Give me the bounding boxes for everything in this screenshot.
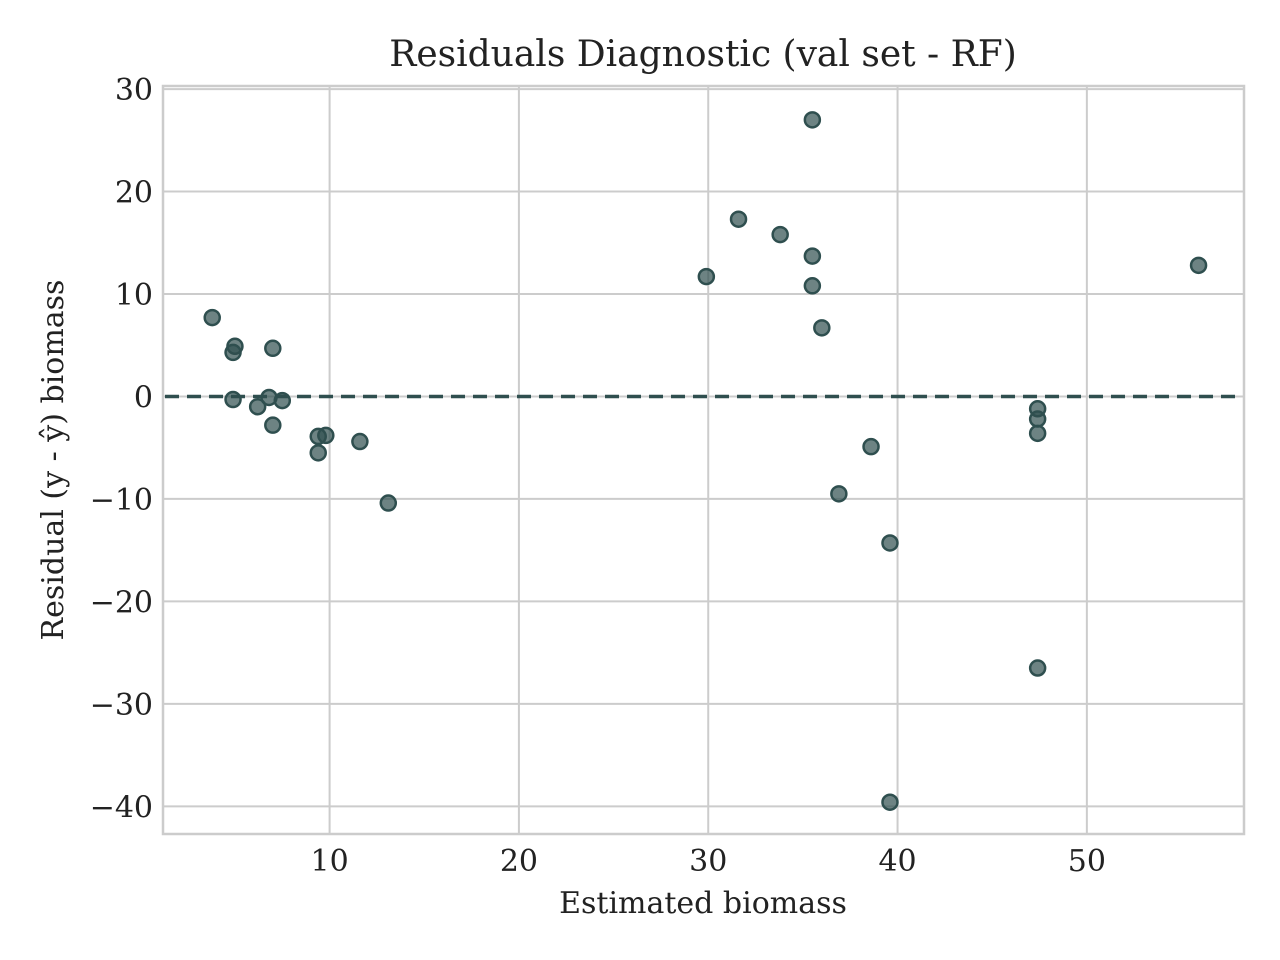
plot-frame [161, 84, 1246, 836]
data-point [830, 485, 848, 503]
y-tick-label: 20 [115, 176, 153, 211]
data-point [881, 534, 899, 552]
y-tick-label: 0 [134, 380, 153, 415]
x-tick-label: 40 [878, 844, 916, 879]
data-point [803, 111, 822, 129]
y-tick-label: −10 [90, 483, 153, 518]
data-point [317, 426, 335, 445]
x-tick-label: 30 [689, 844, 727, 879]
y-tick-label: −30 [90, 688, 153, 723]
y-axis-ticks: 30 20 10 0 −10 −20 −30 −40 [90, 73, 153, 825]
data-point [771, 225, 789, 244]
data-point [273, 391, 292, 410]
y-tick-label: −40 [90, 790, 153, 825]
y-tick-label: −20 [90, 585, 153, 620]
y-axis-label: Residual (y - ŷ) biomass [36, 280, 71, 641]
data-point [862, 437, 880, 456]
data-point [203, 308, 221, 327]
data-point [697, 267, 716, 286]
data-point [813, 319, 831, 337]
chart-title: Residuals Diagnostic (val set - RF) [389, 34, 1017, 75]
x-tick-label: 10 [311, 844, 349, 879]
data-point [224, 343, 242, 362]
data-point [1028, 410, 1047, 428]
data-point [1028, 659, 1047, 677]
data-point [881, 793, 899, 811]
x-axis-ticks: 10 20 30 40 50 [311, 844, 1106, 879]
data-point [729, 210, 748, 228]
data-point [264, 416, 282, 434]
data-point [379, 494, 398, 512]
data-point [1189, 256, 1208, 275]
data-point [803, 247, 822, 265]
data-point [351, 432, 369, 451]
data-point [1028, 424, 1047, 443]
y-tick-label: 30 [115, 73, 153, 108]
x-tick-label: 50 [1068, 844, 1106, 879]
data-point [803, 277, 822, 295]
data-point [224, 390, 242, 409]
data-point [309, 444, 327, 462]
scatter-points [203, 111, 1208, 811]
data-point [248, 397, 267, 416]
y-tick-label: 10 [115, 278, 153, 313]
x-tick-label: 20 [500, 844, 538, 879]
data-point [264, 339, 282, 358]
x-axis-label: Estimated biomass [559, 886, 847, 921]
